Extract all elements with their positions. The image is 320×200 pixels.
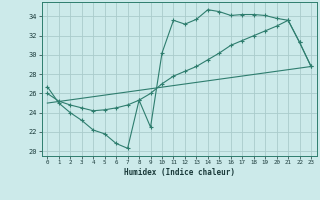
X-axis label: Humidex (Indice chaleur): Humidex (Indice chaleur) [124, 168, 235, 177]
